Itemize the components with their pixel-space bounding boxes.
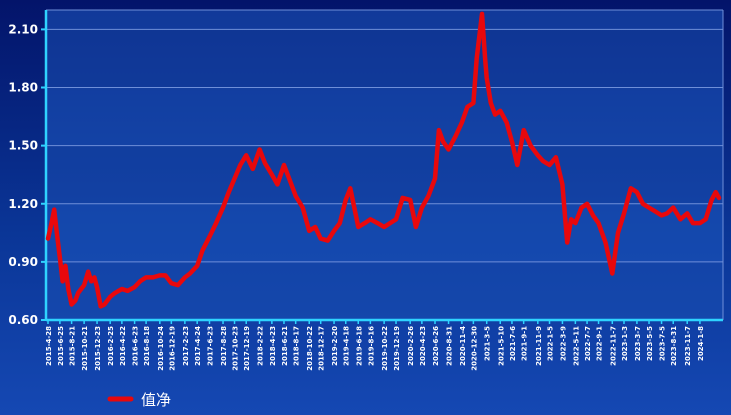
x-tick-label: 2017-10-23: [232, 326, 240, 371]
plot-band: [46, 145, 723, 204]
x-tick-label: 2018-8-17: [293, 326, 301, 366]
x-tick-label: 2015-6-25: [57, 326, 65, 366]
x-tick-label: 2015-12-23: [94, 326, 102, 371]
y-tick-label: 1.20: [8, 197, 38, 211]
x-tick-label: 2020-6-26: [432, 326, 440, 366]
x-tick-label: 2023-3-7: [634, 326, 642, 361]
x-tick-label: 2020-2-26: [407, 326, 415, 366]
y-tick-label: 2.10: [8, 22, 38, 36]
x-tick-label: 2018-4-23: [269, 326, 277, 366]
series-layer: [45, 11, 722, 309]
x-tick-label: 2019-4-18: [343, 326, 351, 366]
x-axis-ticks: 2015-4-28 2015-6-25 2015-8-21 2015-10-21 201…: [45, 320, 705, 371]
x-tick-label: 2016-8-18: [143, 326, 151, 366]
x-tick-label: 2024-1-8: [697, 326, 705, 361]
plot-band: [46, 87, 723, 146]
x-tick-label: 2019-6-18: [355, 326, 363, 366]
x-tick-label: 2021-3-5: [484, 326, 492, 361]
x-tick-label: 2019-8-16: [367, 326, 375, 366]
x-tick-label: 2017-8-28: [220, 326, 228, 366]
x-tick-label: 2022-3-9: [559, 326, 567, 361]
plot-band: [46, 29, 723, 88]
x-tick-label: 2023-5-5: [646, 326, 654, 361]
x-tick-label: 2015-8-21: [69, 326, 77, 366]
x-tick-label: 2018-6-21: [281, 326, 289, 366]
series-line-net-value: [45, 11, 722, 309]
x-tick-label: 2021-7-6: [509, 326, 517, 361]
grid-lines: [46, 9, 724, 321]
x-tick-label: 2020-11-4: [459, 326, 467, 366]
x-tick-label: 2022-7-7: [584, 326, 592, 361]
x-tick-label: 2021-11-9: [535, 326, 543, 366]
x-tick-label: 2017-4-24: [194, 326, 202, 366]
x-tick-label: 2023-7-5: [659, 326, 667, 361]
x-tick-label: 2022-5-11: [572, 326, 580, 366]
x-tick-label: 2020-12-30: [470, 326, 478, 371]
x-tick-label: 2019-2-20: [331, 326, 339, 366]
x-tick-label: 2023-8-31: [670, 326, 678, 366]
legend-label: 值净: [141, 391, 171, 409]
x-tick-label: 2016-2-25: [107, 326, 115, 366]
x-tick-label: 2023-11-7: [684, 326, 692, 366]
x-tick-label: 2016-6-23: [132, 326, 140, 366]
legend: 值净: [107, 391, 171, 409]
x-tick-label: 2017-12-19: [243, 326, 251, 371]
x-tick-label: 2015-10-21: [81, 326, 89, 371]
plot-background: [46, 10, 723, 320]
x-tick-label: 2019-12-19: [393, 326, 401, 371]
x-tick-label: 2018-10-22: [306, 326, 314, 371]
x-tick-label: 2017-2-23: [182, 326, 190, 366]
x-tick-label: 2016-12-19: [168, 326, 176, 371]
y-tick-label: 1.50: [8, 139, 38, 153]
x-tick-label: 2020-4-23: [419, 326, 427, 366]
x-tick-label: 2016-4-22: [119, 326, 127, 366]
x-tick-label: 2020-8-31: [446, 326, 454, 366]
y-tick-label: 0.60: [8, 313, 38, 327]
y-axis-ticks: 0.60 0.90 1.20 1.50 1.80 2.10: [8, 22, 46, 327]
x-tick-label: 2015-4-28: [45, 326, 53, 366]
x-tick-label: 2023-1-3: [621, 326, 629, 361]
plot-band: [46, 261, 723, 320]
plot-band: [46, 203, 723, 262]
x-tick-label: 2022-9-1: [596, 326, 604, 361]
y-tick-label: 1.80: [8, 81, 38, 95]
x-tick-label: 2016-10-24: [157, 326, 165, 371]
y-tick-label: 0.90: [8, 255, 38, 269]
x-tick-label: 2018-12-17: [318, 326, 326, 371]
plot-band: [46, 10, 723, 30]
x-tick-label: 2022-1-5: [547, 326, 555, 361]
x-tick-label: 2021-5-10: [497, 326, 505, 366]
x-tick-label: 2018-2-22: [257, 326, 265, 366]
x-tick-label: 2017-6-23: [206, 326, 214, 366]
x-tick-label: 2021-9-1: [521, 326, 529, 361]
x-tick-label: 2019-10-22: [381, 326, 389, 371]
x-tick-label: 2022-11-7: [609, 326, 617, 366]
